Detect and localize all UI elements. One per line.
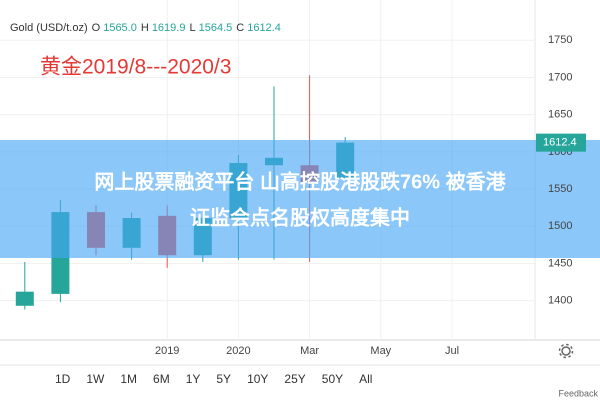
price-tag	[536, 133, 586, 152]
ohlc-key: H	[141, 22, 149, 34]
range-button[interactable]: 25Y	[284, 372, 305, 386]
overlay-text: 网上股票融资平台 山高控股港股跌76% 被香港	[94, 169, 506, 193]
range-button[interactable]: 1M	[120, 372, 137, 386]
ohlc-value: 1565.0	[103, 22, 137, 34]
overlay-text: 证监会点名股权高度集中	[190, 205, 410, 229]
ohlc-value: 1619.9	[152, 22, 186, 34]
y-tick-label: 1700	[548, 71, 572, 83]
range-button[interactable]: 5Y	[216, 372, 231, 386]
feedback-link[interactable]: Feedback	[558, 388, 598, 398]
range-button[interactable]: 1D	[55, 372, 71, 386]
range-button[interactable]: All	[359, 372, 372, 386]
x-tick-label: 2019	[155, 345, 179, 357]
x-tick-label: 2020	[226, 345, 250, 357]
range-button[interactable]: 50Y	[322, 372, 343, 386]
y-tick-label: 1450	[548, 257, 572, 269]
x-tick-label: Mar	[300, 345, 319, 357]
range-button[interactable]: 10Y	[247, 372, 268, 386]
price-tag-label: 1612.4	[543, 137, 577, 149]
settings-icon[interactable]	[558, 343, 574, 359]
x-tick-label: Jul	[445, 345, 459, 357]
ohlc-key: C	[236, 22, 244, 34]
overlay-banner	[0, 140, 600, 258]
ohlc-value: 1564.5	[199, 22, 233, 34]
annotation: 黄金2019/8---2020/3	[40, 56, 231, 79]
ohlc-key: L	[189, 22, 195, 34]
range-button[interactable]: 1W	[86, 372, 105, 386]
ohlc-key: O	[92, 22, 101, 34]
y-tick-label: 1750	[548, 34, 572, 46]
ohlc-value: 1612.4	[247, 22, 281, 34]
range-button[interactable]: 6M	[153, 372, 170, 386]
y-tick-label: 1500	[548, 220, 572, 232]
header: Gold (USD/t.oz) O 1565.0 H 1619.9 L 1564.5 C 161…	[10, 22, 281, 34]
symbol: Gold (USD/t.oz)	[10, 22, 88, 34]
range-buttons: 1D 1W 1M 6M 1Y 5Y 10Y 25Y 50Y All	[55, 372, 372, 386]
x-tick-label: May	[370, 345, 391, 357]
y-tick-label: 1650	[548, 109, 572, 121]
y-tick-label: 1400	[548, 294, 572, 306]
range-button[interactable]: 1Y	[186, 372, 201, 386]
candle-body	[15, 291, 34, 306]
y-tick-label: 1550	[548, 183, 572, 195]
